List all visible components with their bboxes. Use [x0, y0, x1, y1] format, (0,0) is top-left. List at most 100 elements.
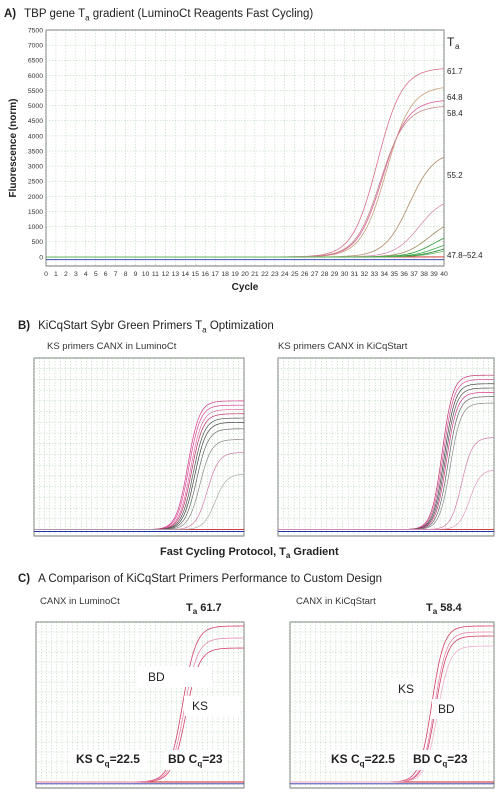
x-tick-label: 30	[341, 271, 349, 278]
x-tick-label: 20	[241, 271, 249, 278]
x-tick-label: 22	[261, 271, 269, 278]
series-label: 47.8–52.4	[447, 251, 483, 260]
x-tick-label: 19	[231, 271, 239, 278]
panel-b-bottom-label-sub: a	[285, 551, 291, 561]
x-tick-label: 3	[74, 271, 78, 278]
series-label: 64.8	[447, 93, 463, 102]
c-left-ks-text: KS	[192, 699, 209, 713]
c-left-ks-cq-sub: q	[104, 759, 110, 769]
x-tick-label: 15	[191, 271, 199, 278]
panel-c-left-ta-sub: a	[192, 607, 198, 617]
x-tick-label: 1	[54, 271, 58, 278]
y-tick-label: 0	[39, 254, 43, 261]
c-right-bd-cq: BD Cq=23	[410, 750, 471, 771]
c-right-bd-cq-value: =23	[447, 752, 468, 766]
c-right-bd-cq-prefix: BD C	[413, 752, 443, 766]
y-tick-label: 2500	[28, 179, 43, 186]
x-tick-label: 13	[172, 271, 180, 278]
panel-c-title-text: A Comparison of KiCqStart Primers Perfor…	[38, 573, 382, 585]
x-tick-label: 11	[152, 271, 159, 278]
y-tick-label: 6000	[28, 73, 43, 80]
c-left-ks-label: KS	[184, 696, 240, 716]
x-tick-label: 33	[371, 271, 379, 278]
panel-a-title-sub: a	[85, 13, 90, 23]
c-left-bd-cq-prefix: BD C	[168, 752, 198, 766]
panel-b-title-sub: a	[202, 325, 207, 335]
panel-b-title: B) KiCqStart Sybr Green Primers Ta Optimi…	[18, 320, 274, 334]
panel-c-right-ta-t: T	[426, 602, 433, 614]
x-tick-label: 7	[114, 271, 118, 278]
panel-c-left-ta: Ta 61.7	[186, 602, 222, 616]
chart-a: 0 1 2 3 4 5 6 7 8 9 10 11 12 13 14 15 16 17 18 19 20 21 22 23 24…	[8, 27, 483, 293]
legend-title-sub: a	[455, 42, 460, 51]
x-tick-label: 9	[134, 271, 138, 278]
chart-b-right	[277, 357, 495, 537]
c-left-ks-cq-prefix: KS C	[76, 752, 105, 766]
x-tick-label: 6	[104, 271, 108, 278]
panel-b-bottom-label-rest: Gradient	[290, 546, 339, 558]
c-left-ks-cq-value: =22.5	[109, 752, 140, 766]
c-left-bd-cq-sub: q	[197, 759, 203, 769]
c-left-bd-cq: BD Cq=23	[164, 750, 227, 771]
x-tick-label: 28	[321, 271, 329, 278]
x-tick-label: 25	[291, 271, 299, 278]
panel-b-left-subtitle: KS primers CANX in LuminoCt	[47, 341, 177, 352]
x-tick-label: 12	[162, 271, 170, 278]
x-tick-label: 0	[44, 271, 48, 278]
x-tick-label: 18	[221, 271, 229, 278]
panel-c-right-ta: Ta 58.4	[426, 602, 462, 616]
panel-c-left-ta-value: 61.7	[197, 602, 222, 614]
c-left-bd-label: BD	[138, 667, 212, 687]
x-tick-label: 37	[410, 271, 418, 278]
x-tick-label: 38	[420, 271, 428, 278]
y-tick-label: 6500	[28, 58, 43, 65]
x-tick-label: 35	[390, 271, 398, 278]
c-right-ks-cq-value: =22.5	[364, 752, 395, 766]
y-tick-label: 7000	[28, 43, 43, 50]
panel-c-left-subtitle: CANX in LuminoCt	[40, 596, 120, 607]
series-label: 58.4	[447, 109, 463, 118]
y-tick-label: 1500	[28, 209, 43, 216]
panel-c-title: C) A Comparison of KiCqStart Primers Perf…	[18, 573, 382, 585]
series-label: 61.7	[447, 67, 463, 76]
c-right-bd-text: BD	[438, 702, 455, 716]
panel-a-title-rest: gradient (LuminoCt Reagents Fast Cycling…	[89, 8, 314, 20]
x-tick-label: 2	[64, 271, 68, 278]
panel-c-right-subtitle: CANX in KiCqStart	[296, 596, 376, 607]
series-line	[290, 645, 495, 783]
panel-a-title: A) TBP gene Ta gradient (LuminoCt Reagent…	[4, 8, 313, 22]
panel-b-bottom-label: Fast Cycling Protocol, Ta Gradient	[160, 546, 339, 560]
series-line	[36, 637, 245, 783]
y-tick-label: 3500	[28, 148, 43, 155]
y-tick-label: 3000	[28, 164, 43, 171]
panel-b-right-subtitle: KS primers CANX in KiCqStart	[278, 341, 408, 352]
x-tick-label: 10	[142, 271, 150, 278]
c-right-bd-cq-sub: q	[442, 759, 448, 769]
x-tick-label: 23	[271, 271, 279, 278]
c-right-ks-label: KS	[390, 679, 423, 699]
y-tick-label: 4000	[28, 133, 43, 140]
x-tick-label: 32	[361, 271, 369, 278]
y-tick-label: 500	[32, 239, 44, 246]
x-tick-label: 21	[251, 271, 259, 278]
series-label: 55.2	[447, 171, 463, 180]
c-left-ks-cq: KS Cq=22.5	[70, 750, 146, 771]
c-right-bd-label: BD	[432, 699, 461, 719]
x-tick-label: 17	[211, 271, 219, 278]
panel-a-title-text: TBP gene T	[24, 8, 86, 20]
x-tick-label: 34	[381, 271, 389, 278]
x-tick-label: 8	[124, 271, 128, 278]
series-line	[278, 469, 495, 530]
panel-c-letter: C)	[18, 573, 31, 585]
x-tick-label: 14	[182, 271, 190, 278]
y-tick-label: 5500	[28, 88, 43, 95]
y-tick-label: 5000	[28, 103, 43, 110]
x-tick-label: 29	[331, 271, 339, 278]
x-tick-label: 40	[440, 271, 448, 278]
x-tick-label: 36	[400, 271, 408, 278]
panel-c-right-ta-sub: a	[432, 607, 438, 617]
y-tick-label: 7500	[28, 27, 43, 34]
panel-c-right-ta-value: 58.4	[437, 602, 462, 614]
x-tick-label: 31	[351, 271, 359, 278]
series-line	[34, 473, 245, 530]
